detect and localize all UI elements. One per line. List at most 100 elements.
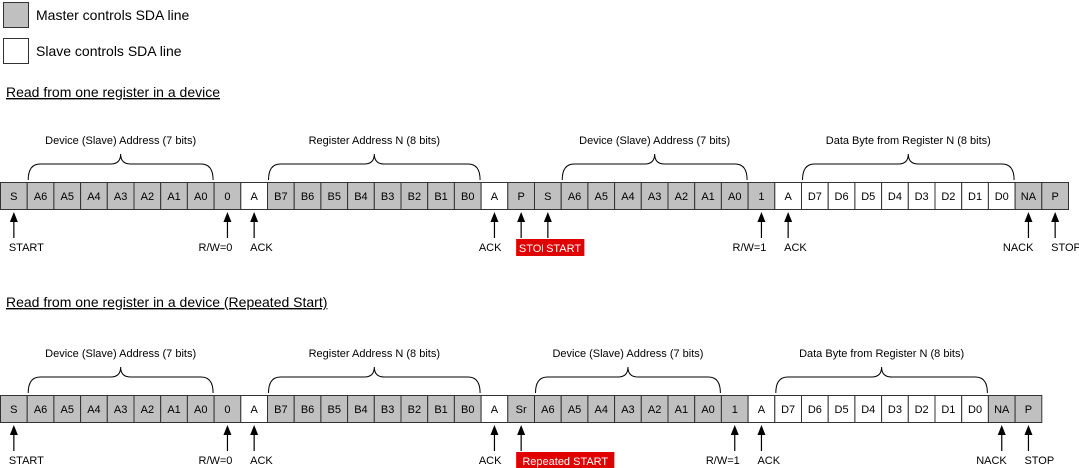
brace-label: Device (Slave) Address (7 bits) [579, 135, 730, 147]
bit-cell: A6 [26, 182, 55, 210]
master-cell [347, 395, 375, 423]
bit-cell: B6 [293, 395, 322, 423]
master-cell [293, 395, 322, 423]
bit-label: A0 [194, 191, 207, 203]
arrow-up-icon [250, 425, 259, 435]
bit-cell: B2 [400, 395, 429, 423]
section-title: Read from one register in a device [6, 84, 220, 100]
bit-cell: A3 [640, 182, 669, 210]
arrow-up-icon [1024, 212, 1033, 222]
bit-label: NA [994, 404, 1010, 416]
legend-label: Slave controls SDA line [36, 43, 182, 59]
bit-label: D0 [995, 191, 1009, 203]
bit-cell: A0 [186, 182, 215, 210]
bit-label: A5 [568, 404, 581, 416]
section-title: Read from one register in a device (Repe… [6, 294, 327, 310]
bit-cell: D4 [854, 395, 883, 423]
bit-label: A2 [675, 191, 688, 203]
master-cell [453, 395, 482, 423]
bit-cell: NA [1014, 182, 1043, 210]
master-cell [1014, 395, 1043, 423]
master-cell [0, 182, 28, 210]
bit-label: D1 [941, 404, 955, 416]
slave-cell [240, 182, 269, 210]
slave-cell [881, 395, 909, 423]
master-cell [106, 395, 135, 423]
arrow-up-icon [9, 212, 18, 222]
master-cell [400, 395, 429, 423]
slave-cell [961, 182, 989, 210]
bit-cell: A3 [106, 395, 135, 423]
bit-cell: B7 [267, 182, 295, 210]
bit-label: A6 [34, 191, 47, 203]
bit-label: A5 [595, 191, 608, 203]
brace [775, 366, 988, 394]
bit-cell: 1 [720, 395, 749, 423]
bit-label: A3 [114, 191, 127, 203]
master-cell [614, 395, 642, 423]
bit-cell: A3 [614, 395, 642, 423]
bit-label: B4 [354, 191, 367, 203]
master-cell [133, 182, 162, 210]
arrow-up-icon [517, 212, 526, 222]
bit-label: S [10, 404, 17, 416]
legend-swatch [3, 38, 29, 64]
bit-cell: P [507, 182, 535, 210]
bit-cell: B0 [453, 395, 482, 423]
arrow-up-icon [543, 212, 552, 222]
bit-cell: A [747, 395, 776, 423]
bit-cell: B4 [347, 182, 375, 210]
arrow-up-icon [490, 212, 499, 222]
arrow-up-icon [9, 425, 18, 435]
bit-label: B0 [461, 404, 474, 416]
brace-label: Device (Slave) Address (7 bits) [45, 135, 196, 147]
bit-cell: D4 [881, 182, 909, 210]
bit-cell: D6 [827, 182, 856, 210]
bit-label: B5 [328, 191, 341, 203]
marker-label: ACK [784, 242, 807, 254]
bit-label: A0 [194, 404, 207, 416]
bit-cell: D6 [801, 395, 829, 423]
bit-cell: A5 [560, 395, 589, 423]
bit-cell: 0 [213, 182, 242, 210]
arrow-up-icon [517, 425, 526, 435]
bit-label: B1 [434, 191, 447, 203]
sequence-diagram: Read from one register in a device S A6 A5 A… [0, 84, 1079, 256]
slave-cell [907, 395, 936, 423]
master-cell [106, 182, 135, 210]
bit-cell: B5 [320, 395, 349, 423]
bit-cell: A5 [53, 395, 82, 423]
legend-swatch [3, 2, 29, 28]
bit-cell: A0 [694, 395, 722, 423]
arrow-up-icon [490, 425, 499, 435]
master-cell [694, 182, 722, 210]
bit-label: A2 [141, 191, 154, 203]
master-cell [427, 395, 455, 423]
sequence-diagram: Read from one register in a device (Repe… [0, 294, 1054, 468]
bit-cell: A [774, 182, 802, 210]
bit-label: A [784, 191, 792, 203]
bit-cell: B1 [427, 182, 455, 210]
brace [802, 153, 1015, 181]
brace-label: Data Byte from Register N (8 bits) [799, 348, 964, 360]
master-cell [26, 395, 55, 423]
brace-label: Device (Slave) Address (7 bits) [45, 348, 196, 360]
master-cell [534, 395, 562, 423]
arrow-up-icon [757, 425, 766, 435]
marker-label: START [9, 455, 44, 467]
arrow-up-icon [1051, 212, 1060, 222]
bit-cell: B3 [373, 182, 402, 210]
bit-label: D5 [861, 191, 875, 203]
slave-cell [907, 182, 936, 210]
marker-label: NACK [976, 455, 1007, 467]
bit-label: 0 [224, 191, 230, 203]
arrow-up-icon [223, 212, 232, 222]
bit-label: A2 [141, 404, 154, 416]
master-cell [213, 395, 242, 423]
brace [268, 366, 481, 394]
bit-cell: A2 [640, 395, 669, 423]
slave-cell [934, 182, 963, 210]
bit-label: A [758, 404, 766, 416]
bit-label: A1 [167, 404, 180, 416]
bit-cell: D0 [961, 395, 989, 423]
